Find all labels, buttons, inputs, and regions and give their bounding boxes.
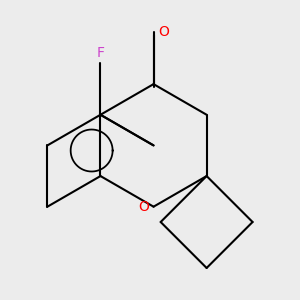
Text: F: F: [97, 46, 104, 60]
Text: O: O: [138, 200, 149, 214]
Text: O: O: [158, 25, 169, 39]
